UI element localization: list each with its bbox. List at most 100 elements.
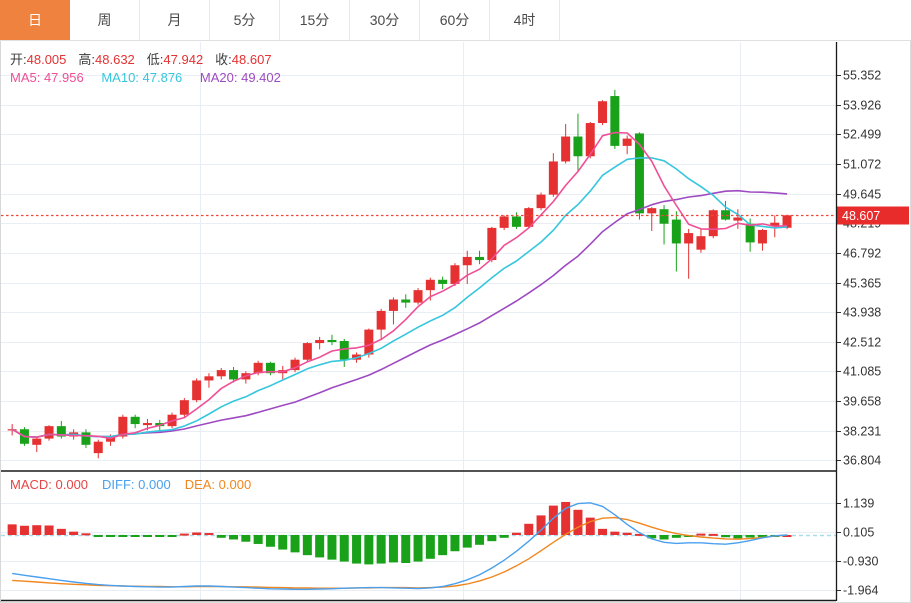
macd-bar-6	[81, 533, 91, 536]
candle-20	[253, 362, 263, 374]
macd-bar-25	[315, 535, 325, 558]
candle-62	[770, 222, 780, 226]
macd-bar-15	[192, 532, 202, 535]
candle-32	[401, 299, 411, 303]
macd-bar-30	[376, 535, 386, 564]
price-axis-label: 53.926	[843, 99, 881, 113]
price-axis-label: 55.352	[843, 69, 881, 83]
macd-bar-47	[585, 517, 595, 535]
ohlc-legend: 开:48.005 高:48.632 低:47.942 收:48.607	[10, 49, 284, 68]
candle-23	[290, 359, 300, 371]
candle-17	[216, 370, 226, 377]
candle-55	[684, 233, 694, 244]
candle-34	[425, 279, 435, 291]
ohlc-label-1: 高:	[78, 52, 96, 67]
macd-bar-7	[93, 535, 103, 537]
tab-period-3[interactable]: 5分	[210, 0, 280, 40]
candle-2	[32, 438, 42, 445]
macd-legend: MACD: 0.000 DIFF: 0.000 DEA: 0.000	[10, 477, 265, 492]
candle-18	[229, 370, 239, 380]
candle-40	[499, 216, 509, 228]
ma-legend: MA5: 47.956 MA10: 47.876 MA20: 49.402	[10, 70, 295, 85]
macd-bar-60	[745, 535, 755, 538]
ma20-legend-value: MA20: 49.402	[199, 70, 281, 85]
macd-bar-51	[634, 533, 644, 536]
macd-bar-38	[475, 535, 485, 545]
price-axis-label: 39.658	[843, 395, 881, 409]
price-axis-label: 42.512	[843, 336, 881, 350]
macd-axis-label: 0.105	[843, 526, 874, 540]
macd-bar-22	[278, 535, 288, 550]
candle-10	[130, 416, 140, 425]
candle-46	[573, 136, 583, 157]
ohlc-value-2: 47.942	[163, 52, 204, 67]
candle-14	[179, 400, 189, 415]
dea-legend-value: DEA: 0.000	[184, 477, 252, 492]
diff-line	[12, 502, 788, 590]
ohlc-value-1: 48.632	[95, 52, 135, 67]
candlestick-series	[7, 89, 792, 459]
macd-bar-44	[548, 505, 558, 535]
ma5-line	[11, 131, 788, 440]
macd-bar-45	[561, 501, 571, 535]
series-layer	[7, 89, 792, 590]
macd-bar-4	[56, 528, 66, 535]
tab-period-5[interactable]: 30分	[350, 0, 420, 40]
macd-bar-18	[229, 535, 239, 540]
candle-27	[339, 341, 349, 360]
macd-bar-0	[7, 524, 17, 535]
candle-47	[585, 123, 595, 157]
candle-21	[265, 362, 275, 374]
macd-bar-3	[44, 525, 54, 535]
candle-58	[721, 210, 731, 220]
macd-bar-36	[450, 535, 460, 552]
diff-legend-value: DIFF: 0.000	[102, 477, 171, 492]
gridlines	[1, 42, 836, 600]
macd-bar-29	[364, 535, 374, 565]
macd-bar-56	[696, 533, 706, 536]
candle-35	[438, 279, 448, 284]
macd-bar-10	[130, 535, 140, 537]
candle-42	[524, 208, 534, 227]
macd-bar-41	[511, 532, 521, 535]
macd-bar-59	[733, 535, 743, 539]
ohlc-label-2: 低:	[146, 52, 164, 67]
candle-37	[462, 256, 472, 266]
macd-bar-54	[671, 535, 681, 538]
ohlc-value-3: 48.607	[231, 52, 272, 67]
price-axis-label: 36.804	[843, 454, 881, 468]
ohlc-label-0: 开:	[10, 52, 27, 67]
macd-bar-11	[142, 535, 152, 537]
tab-period-6[interactable]: 60分	[420, 0, 490, 40]
tab-period-0[interactable]: 日	[0, 0, 70, 40]
macd-bar-37	[462, 535, 472, 548]
macd-bar-39	[487, 535, 497, 542]
macd-bar-63	[782, 535, 792, 537]
candle-4	[56, 426, 66, 437]
candle-31	[388, 299, 398, 311]
macd-bar-9	[118, 535, 128, 537]
candle-44	[548, 161, 558, 195]
candle-29	[364, 329, 374, 355]
candle-49	[610, 96, 620, 146]
candle-61	[757, 229, 767, 244]
tab-period-1[interactable]: 周	[70, 0, 140, 40]
candle-50	[622, 138, 632, 146]
macd-bar-48	[598, 528, 608, 535]
macd-bar-14	[179, 533, 189, 536]
tab-period-4[interactable]: 15分	[280, 0, 350, 40]
axis-layer: 55.35253.92652.49951.07249.64548.21946.7…	[0, 42, 909, 602]
candle-3	[44, 426, 54, 439]
macd-bar-2	[32, 525, 42, 535]
candle-11	[142, 423, 152, 426]
macd-bar-31	[388, 535, 398, 563]
macd-axis-label: 1.139	[843, 497, 874, 511]
macd-bar-21	[265, 535, 275, 547]
macd-bar-20	[253, 535, 263, 544]
candle-25	[315, 339, 325, 344]
macd-bar-16	[204, 533, 214, 536]
tab-period-7[interactable]: 4时	[490, 0, 560, 40]
macd-legend-value: MACD: 0.000	[10, 477, 89, 492]
ma10-line	[11, 157, 788, 439]
tab-period-2[interactable]: 月	[140, 0, 210, 40]
